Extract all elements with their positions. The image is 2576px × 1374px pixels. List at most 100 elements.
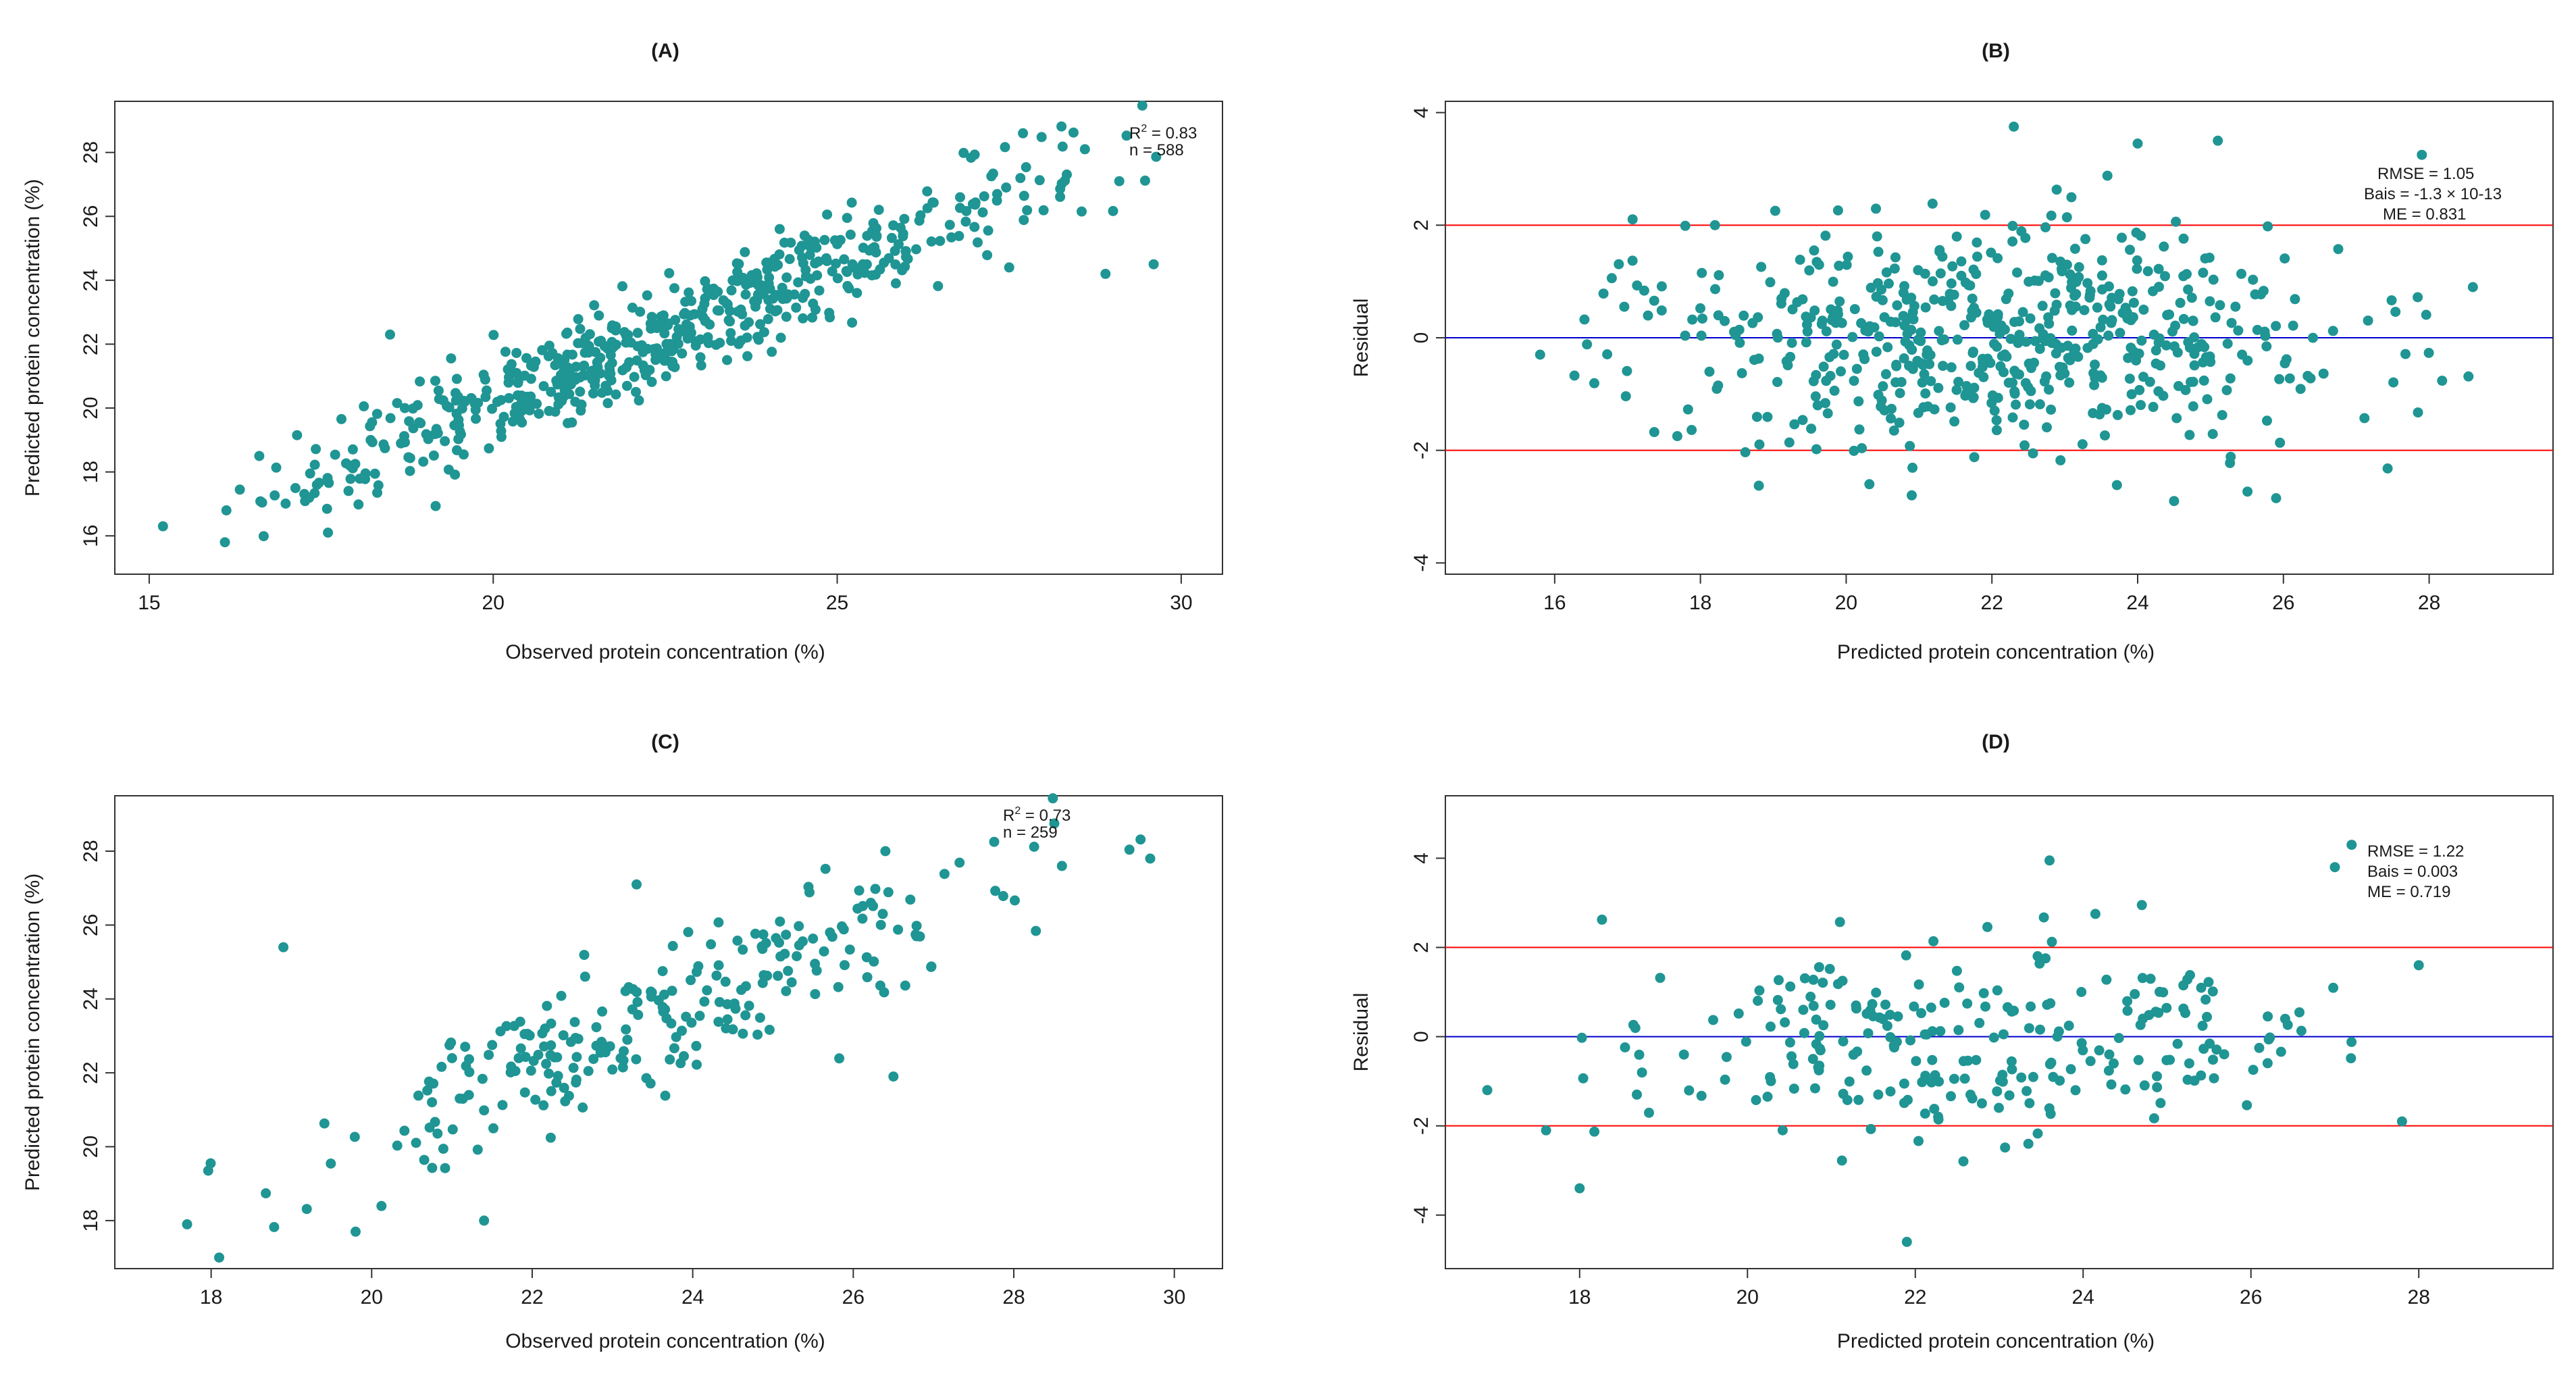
data-point [1976, 1098, 1987, 1109]
data-point [722, 1014, 733, 1025]
data-point [2390, 307, 2401, 317]
data-point [446, 1053, 457, 1063]
data-point [324, 478, 334, 488]
data-point [1810, 391, 1821, 402]
data-point [803, 882, 814, 892]
data-point [2173, 381, 2184, 391]
data-point [810, 989, 821, 1000]
x-tick-label: 15 [138, 592, 160, 614]
data-point [875, 919, 886, 930]
data-point [713, 917, 724, 927]
data-point [669, 283, 679, 294]
data-point [214, 1252, 224, 1263]
data-point [841, 265, 852, 276]
data-point [2382, 463, 2393, 474]
data-point [2184, 430, 2195, 440]
data-point [2132, 263, 2142, 274]
data-point [2178, 1003, 2189, 1014]
data-point [1972, 251, 1982, 262]
data-point [2279, 253, 2290, 264]
data-point [831, 258, 842, 269]
data-point [1929, 1104, 1940, 1114]
data-point [1632, 1089, 1642, 1100]
data-point [2096, 255, 2107, 265]
data-point [2265, 1032, 2275, 1043]
data-point [2210, 312, 2221, 323]
x-tick-label: 26 [2272, 592, 2294, 614]
data-point [939, 869, 950, 880]
data-point [2085, 1056, 2096, 1067]
data-point [1787, 304, 1798, 315]
data-point [819, 946, 829, 957]
data-point [2219, 1049, 2230, 1060]
data-point [1951, 384, 1962, 395]
data-point [2021, 336, 2032, 347]
data-point [1989, 338, 1999, 349]
data-point [750, 928, 761, 939]
data-point [679, 307, 690, 318]
data-point [1627, 255, 1638, 266]
data-point [969, 149, 980, 160]
data-point [1888, 425, 1899, 436]
data-point [1048, 793, 1058, 804]
data-point [752, 272, 763, 282]
data-point [645, 318, 656, 329]
data-point [1822, 408, 1833, 419]
data-point [935, 236, 946, 247]
data-point [1055, 191, 1066, 202]
panel-b-points [1535, 122, 2478, 507]
data-point [1749, 355, 1759, 365]
data-point [2041, 371, 2052, 382]
data-point [1872, 231, 1882, 242]
data-point [1812, 400, 1823, 411]
data-point [1965, 388, 1976, 399]
x-tick-label: 25 [826, 592, 848, 614]
data-point [2103, 1065, 2114, 1076]
data-point [568, 1063, 579, 1073]
data-point [1697, 268, 1707, 278]
data-point [1849, 376, 1859, 386]
data-point [2109, 1058, 2119, 1069]
data-point [1873, 390, 1884, 400]
data-point [2202, 1011, 2212, 1022]
data-point [2262, 1058, 2273, 1069]
data-point [1578, 1073, 1589, 1084]
data-point [580, 332, 591, 343]
data-point [1620, 391, 1631, 402]
data-point [2103, 330, 2114, 341]
panel-d-points [1482, 840, 2424, 1247]
data-point [1969, 303, 1980, 313]
data-point [261, 1188, 272, 1198]
data-point [1766, 1021, 1776, 1032]
data-point [1937, 296, 1948, 307]
data-point [1135, 834, 1146, 845]
data-point [521, 353, 532, 363]
data-point [280, 499, 291, 509]
data-point [588, 365, 598, 376]
y-tick-label: 22 [80, 1061, 102, 1084]
data-point [1962, 998, 1973, 1009]
panel-b-title: (B) [1982, 40, 2010, 62]
data-point [588, 1054, 599, 1065]
data-point [792, 951, 802, 961]
data-point [2208, 274, 2219, 285]
data-point [1965, 361, 1976, 372]
data-point [405, 465, 415, 476]
data-point [781, 930, 792, 940]
data-point [2423, 347, 2434, 358]
data-point [618, 1055, 629, 1066]
data-point [631, 386, 641, 397]
y-tick-label: 20 [80, 1136, 102, 1158]
data-point [1980, 1001, 1990, 1012]
data-point [1121, 130, 1132, 141]
data-point [1139, 175, 1150, 186]
data-point [1766, 1075, 1776, 1086]
data-point [1919, 369, 1930, 380]
data-point [278, 942, 289, 952]
data-point [1622, 365, 1632, 376]
data-point [2035, 1024, 2045, 1035]
data-point [542, 1000, 552, 1011]
data-point [697, 303, 708, 314]
data-point [1881, 267, 1892, 278]
data-point [571, 1052, 582, 1063]
